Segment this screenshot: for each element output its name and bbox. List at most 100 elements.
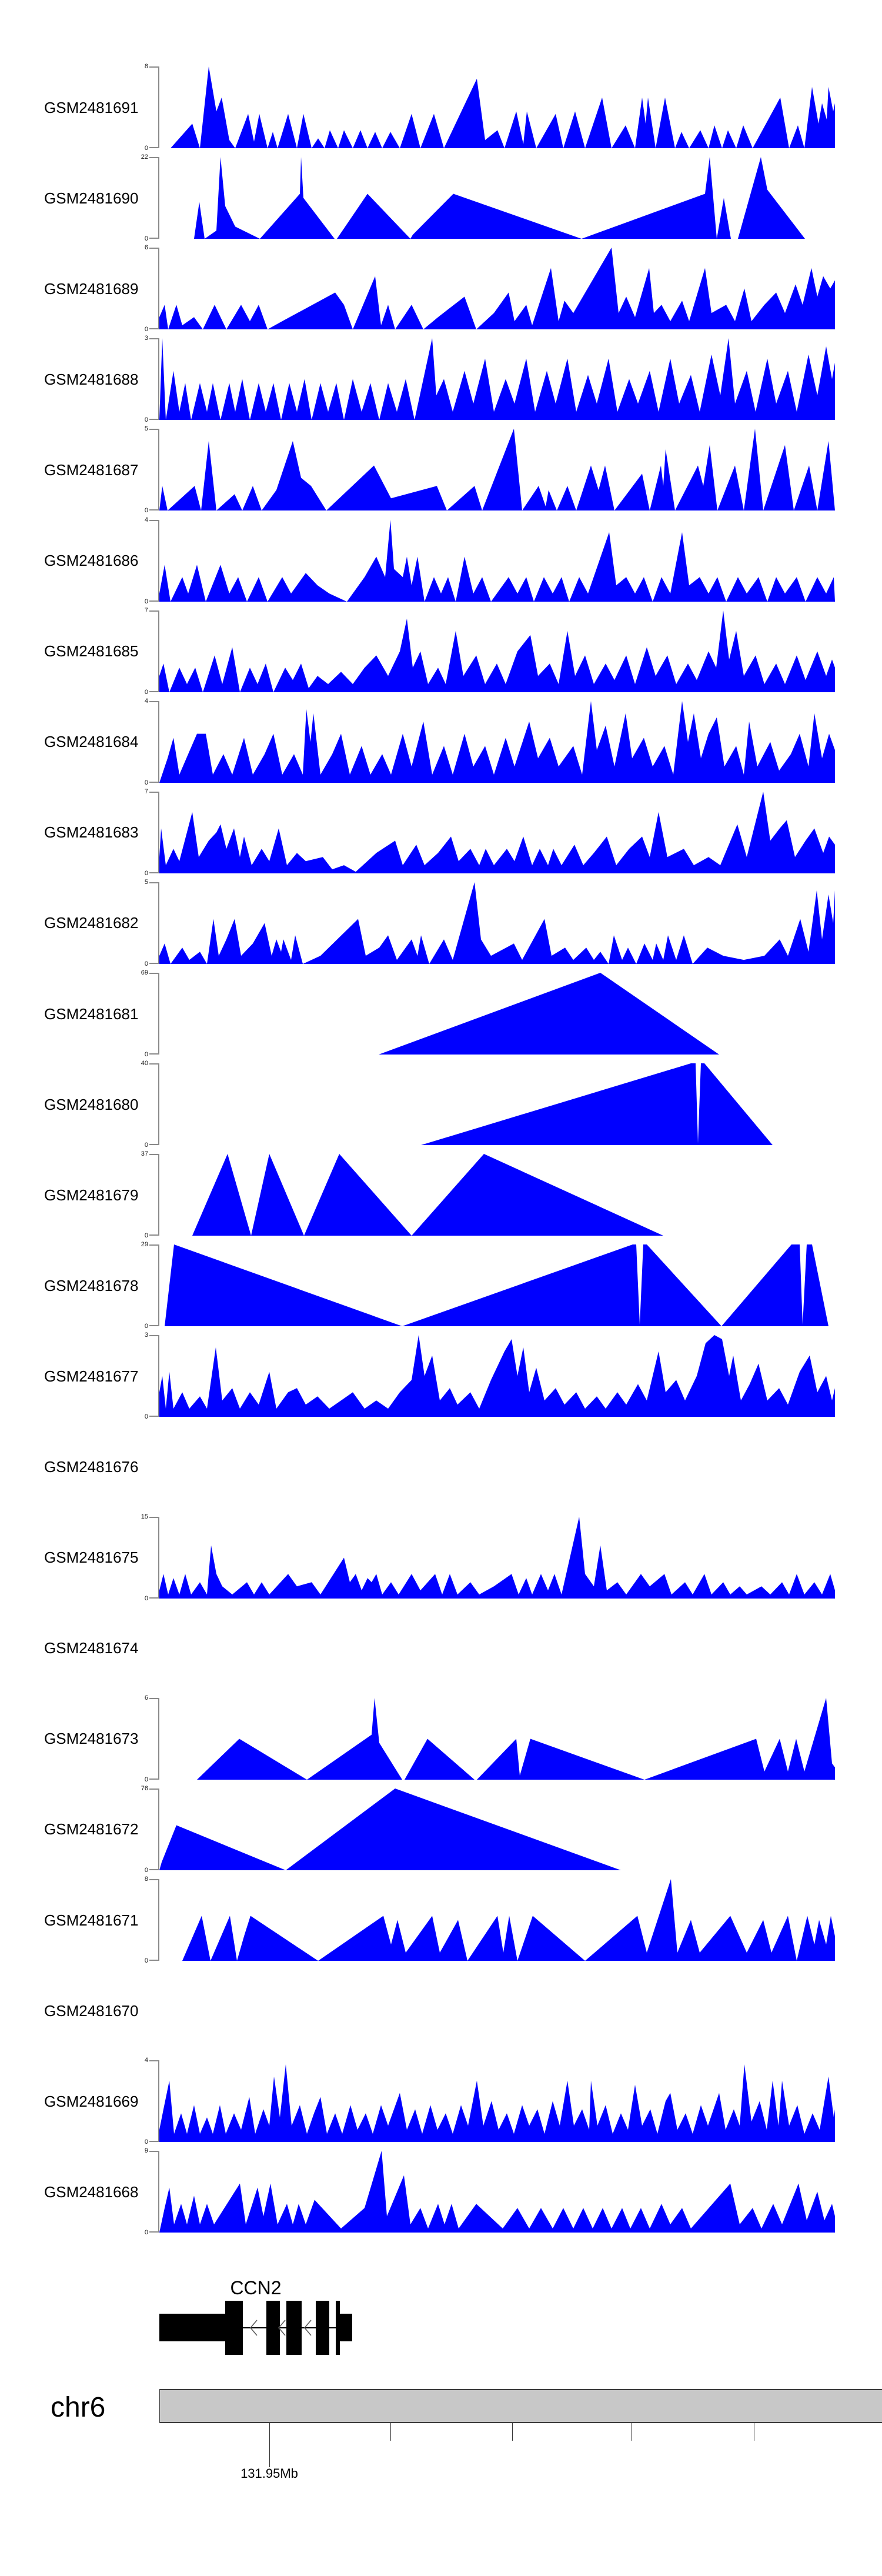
track-row-GSM2481681: GSM2481681 69 0 [0, 969, 882, 1058]
track-label: GSM2481680 [44, 1095, 139, 1113]
genomic-position-label: 131.95Mb [240, 2466, 298, 2481]
y-axis-line [158, 2060, 159, 2143]
track-row-GSM2481674: GSM2481674 [0, 1607, 882, 1689]
y-axis-top-tick [149, 519, 159, 521]
chromosome-ideogram-bar [159, 2389, 882, 2423]
coverage-area-plot [159, 973, 719, 1055]
coverage-polygon [159, 1335, 835, 1417]
track-label: GSM2481682 [44, 914, 139, 932]
y-axis-max-label: 8 [144, 1876, 148, 1883]
y-axis-min-label: 0 [144, 1413, 148, 1421]
y-axis-line [158, 700, 159, 783]
y-axis-bottom-tick [149, 1053, 159, 1055]
y-axis-min-label: 0 [144, 1866, 148, 1874]
y-axis-top-tick [149, 1335, 159, 1337]
chromosome-name-label: chr6 [51, 2392, 106, 2423]
y-axis-min-label: 0 [144, 2229, 148, 2237]
coverage-area-plot [159, 2151, 835, 2233]
y-axis-max-label: 29 [141, 1241, 148, 1249]
y-axis-top-tick [149, 1788, 159, 1790]
y-axis-top-tick [149, 157, 159, 159]
y-axis-max-label: 4 [144, 697, 148, 705]
track-label: GSM2481671 [44, 1911, 139, 1929]
y-axis-top-tick [149, 1879, 159, 1880]
track-label: GSM2481688 [44, 370, 139, 388]
y-axis-bottom-tick [149, 872, 159, 873]
y-axis-max-label: 5 [144, 878, 148, 886]
chromosome-tick [390, 2423, 391, 2441]
y-axis-line [158, 429, 159, 511]
y-axis-max-label: 8 [144, 63, 148, 70]
y-axis-bottom-tick [149, 238, 159, 239]
track-label: GSM2481686 [44, 552, 139, 569]
y-axis-min-label: 0 [144, 779, 148, 786]
coverage-area-plot [159, 1697, 835, 1780]
y-axis-max-label: 5 [144, 425, 148, 433]
y-axis-line [158, 1879, 159, 1961]
y-axis-max-label: 7 [144, 606, 148, 614]
track-row-GSM2481668: GSM2481668 9 0 [0, 2147, 882, 2237]
coverage-polygon [159, 519, 835, 602]
track-label: GSM2481675 [44, 1549, 139, 1567]
coverage-area-plot [159, 2064, 835, 2143]
coverage-polygon [159, 66, 835, 148]
y-axis-line [158, 973, 159, 1055]
y-axis-line [158, 338, 159, 421]
y-axis-min-label: 0 [144, 688, 148, 696]
coverage-polygon [159, 1063, 773, 1146]
chromosome-tick-labeled [269, 2423, 270, 2467]
y-axis-min-label: 0 [144, 1051, 148, 1058]
y-axis-min-label: 0 [144, 1957, 148, 1964]
y-axis-line [158, 1516, 159, 1599]
y-axis-min-label: 0 [144, 1142, 148, 1149]
y-axis-top-tick [149, 1154, 159, 1156]
track-row-GSM2481691: GSM2481691 8 0 [0, 63, 882, 152]
minus-strand-arrow-icon [250, 2320, 258, 2336]
coverage-area-plot [159, 429, 835, 511]
track-row-GSM2481680: GSM2481680 40 0 [0, 1060, 882, 1149]
track-label: GSM2481689 [44, 279, 139, 298]
track-row-GSM2481671: GSM2481671 8 0 [0, 1876, 882, 1964]
track-label: GSM2481673 [44, 1730, 139, 1748]
coverage-polygon [159, 429, 835, 511]
y-axis-bottom-tick [149, 2141, 159, 2143]
track-label: GSM2481681 [44, 1005, 139, 1023]
track-label: GSM2481674 [44, 1639, 139, 1657]
gene-intron-line [243, 2327, 340, 2328]
y-axis-min-label: 0 [144, 507, 148, 515]
y-axis-bottom-tick [149, 962, 159, 964]
y-axis-top-tick [149, 66, 159, 68]
track-row-GSM2481673: GSM2481673 6 0 [0, 1694, 882, 1783]
gene-utr-box [159, 2314, 229, 2341]
coverage-area-plot [159, 610, 835, 692]
track-label: GSM2481691 [44, 98, 139, 116]
minus-strand-arrow-icon [278, 2320, 286, 2336]
y-axis-line [158, 882, 159, 964]
coverage-polygon [159, 700, 835, 783]
coverage-area-plot [159, 248, 835, 330]
track-row-GSM2481687: GSM2481687 5 0 [0, 425, 882, 514]
coverage-area-plot [159, 791, 835, 873]
gene-exon-box [225, 2301, 243, 2355]
y-axis-bottom-tick [149, 690, 159, 692]
coverage-area-plot [159, 1063, 773, 1146]
y-axis-bottom-tick [149, 1778, 159, 1780]
y-axis-line [158, 1697, 159, 1780]
minus-strand-arrow-icon [304, 2320, 312, 2336]
y-axis-min-label: 0 [144, 598, 148, 605]
y-axis-bottom-tick [149, 1325, 159, 1327]
coverage-area-plot [159, 1788, 621, 1870]
y-axis-bottom-tick [149, 1144, 159, 1146]
coverage-polygon [159, 1697, 835, 1780]
coverage-polygon [159, 157, 805, 239]
y-axis-bottom-tick [149, 509, 159, 511]
y-axis-line [158, 248, 159, 330]
y-axis-top-tick [149, 1063, 159, 1065]
y-axis-max-label: 6 [144, 244, 148, 252]
y-axis-max-label: 6 [144, 1694, 148, 1701]
y-axis-min-label: 0 [144, 960, 148, 967]
y-axis-max-label: 40 [141, 1060, 148, 1067]
y-axis-min-label: 0 [144, 1776, 148, 1783]
y-axis-line [158, 1244, 159, 1327]
y-axis-max-label: 15 [141, 1513, 148, 1520]
